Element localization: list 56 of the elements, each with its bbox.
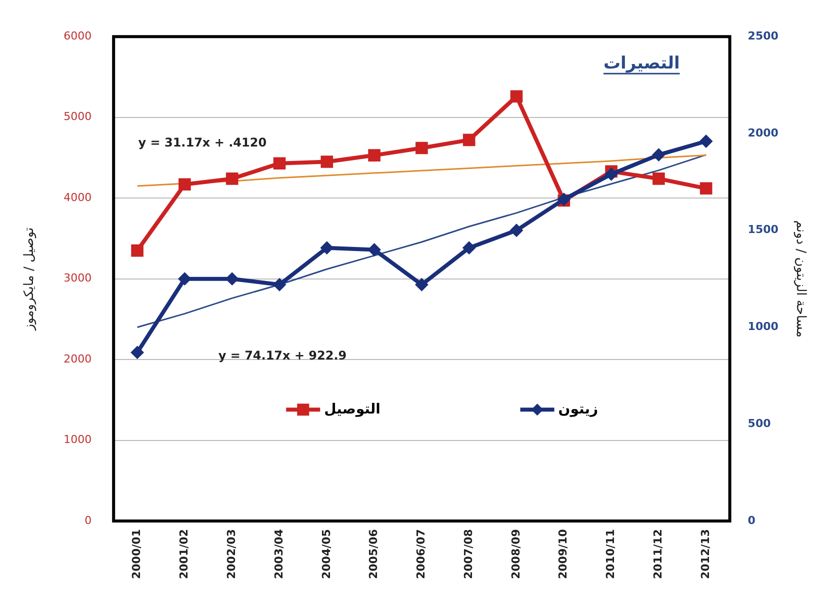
point	[510, 224, 523, 237]
legend-label: زيتون	[558, 401, 598, 418]
y-tick-label: 5000	[64, 110, 92, 124]
x-tick-label: 2002/03	[224, 529, 238, 580]
point	[130, 346, 144, 359]
y-tick-label: 6000	[64, 29, 92, 42]
point	[368, 149, 380, 162]
point	[652, 148, 666, 162]
y2-tick-label: 500	[748, 417, 772, 430]
point	[510, 90, 523, 103]
point	[368, 243, 381, 256]
y-tick-label: 0	[84, 514, 92, 527]
annotation: y = 74.17x + 922.9	[218, 348, 347, 362]
point	[320, 156, 334, 168]
point	[131, 244, 144, 257]
x-tick-label: 2009/10	[556, 528, 570, 580]
point	[415, 278, 428, 292]
legend-label: التوصيل	[324, 401, 380, 418]
y2-tick-label: 2000	[748, 126, 779, 140]
point	[604, 168, 618, 181]
point	[700, 182, 712, 195]
x-tick-label: 2003/04	[272, 528, 286, 580]
x-tick-label: 2010/11	[604, 529, 618, 580]
point	[700, 134, 713, 148]
point	[462, 134, 476, 146]
x-tick-label: 2004/05	[320, 529, 333, 580]
annotation: y = 31.17x + .4120	[138, 135, 267, 150]
point	[178, 272, 192, 286]
y2-tick-label: 2500	[748, 29, 779, 42]
y-tick-label: 4000	[64, 190, 92, 204]
point	[272, 278, 286, 292]
point	[273, 157, 286, 170]
y2-tick-label: 0	[748, 514, 756, 527]
x-tick-label: 2005/06	[367, 528, 380, 580]
y-tick-label: 2000	[64, 352, 92, 366]
point	[462, 241, 476, 254]
y2-axis-title: مساحة الزيتون / دونم	[792, 220, 808, 338]
x-tick-label: 2001/02	[178, 529, 191, 580]
x-tick-label: 2006/07	[414, 529, 428, 580]
x-tick-label: 2000/01	[130, 529, 144, 580]
point	[320, 241, 334, 254]
x-tick-label: 2011/12	[652, 529, 665, 580]
x-tick-label: 2012/13	[698, 529, 712, 580]
y-tick-label: 1000	[64, 433, 92, 446]
point	[416, 142, 428, 154]
point	[652, 172, 665, 185]
point	[226, 172, 238, 185]
point	[178, 178, 191, 191]
point	[226, 272, 239, 286]
y2-tick-label: 1000	[748, 320, 779, 334]
text: التصيرات	[603, 54, 680, 74]
y-axis-title: توصيل / مايكروموز	[22, 226, 38, 332]
y-tick-label: 3000	[64, 272, 92, 285]
x-tick-label: 2008/09	[509, 529, 522, 580]
y2-tick-label: 1500	[748, 223, 779, 236]
x-tick-label: 2007/08	[462, 529, 475, 580]
